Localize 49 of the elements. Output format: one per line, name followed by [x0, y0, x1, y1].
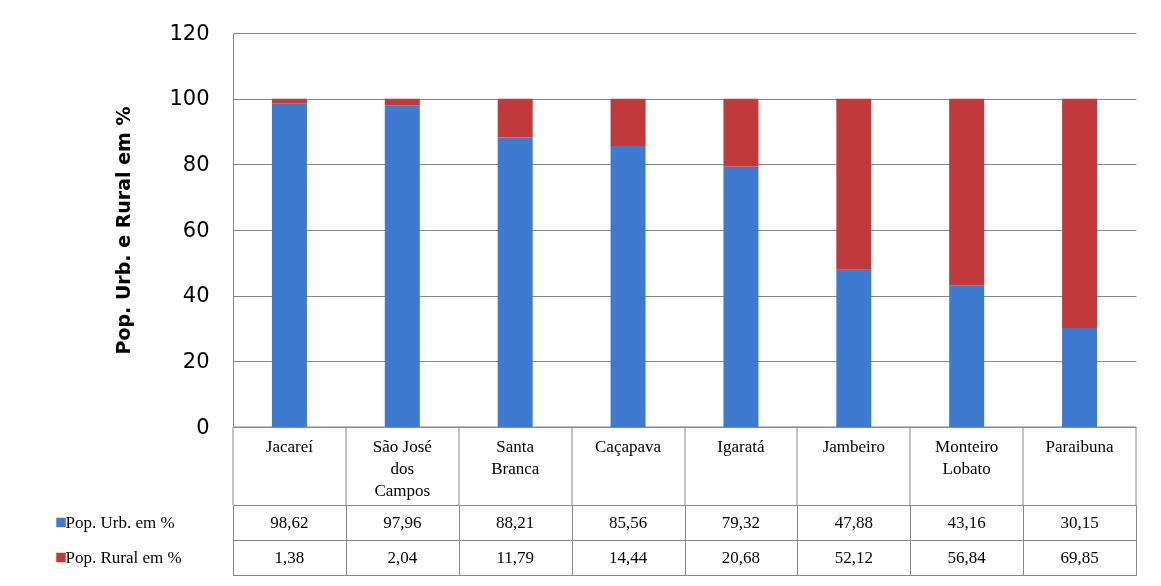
- y-tick-label: 120: [169, 20, 210, 45]
- y-tick-label: 0: [196, 414, 210, 439]
- x-tick-label: Santa Branca: [491, 437, 540, 478]
- y-tick-label: 60: [182, 217, 210, 242]
- data-label: 14,44: [608, 547, 648, 567]
- y-tick-label: 80: [182, 151, 210, 176]
- x-tick-label: Jambeiro: [822, 437, 885, 456]
- data-label: 98,62: [270, 512, 309, 532]
- data-label: 97,96: [383, 512, 422, 532]
- x-tick-label: Paraibuna: [1045, 437, 1114, 456]
- bar: [949, 285, 985, 427]
- bar: [610, 98, 646, 147]
- x-tick-label: Igaratá: [717, 437, 765, 456]
- data-label: 2,04: [387, 547, 418, 567]
- data-label: 30,15: [1060, 512, 1099, 532]
- data-label: 88,21: [496, 512, 535, 532]
- x-tick-label: Monteiro Lobato: [935, 437, 999, 478]
- data-label: 20,68: [721, 547, 761, 567]
- bar: [949, 98, 985, 286]
- x-tick-label: Jacareí: [265, 437, 314, 456]
- bar: [1062, 328, 1098, 427]
- bar: [836, 269, 872, 427]
- data-label: 1,38: [274, 547, 305, 567]
- bar: [271, 103, 307, 427]
- x-tick-label: São José dos Campos: [372, 437, 432, 500]
- bar: [723, 98, 759, 167]
- y-tick-label: 40: [182, 283, 210, 308]
- data-label: 56,84: [947, 547, 987, 567]
- bar: [384, 98, 420, 106]
- bar: [497, 98, 533, 138]
- y-tick-label: 100: [169, 86, 210, 111]
- data-label: 43,16: [947, 512, 986, 532]
- y-axis-title: Pop. Urb. e Rural em %: [112, 106, 135, 355]
- data-label: 85,56: [608, 512, 648, 532]
- data-label: 11,79: [496, 547, 534, 567]
- data-label: 69,85: [1060, 547, 1099, 567]
- data-label: 52,12: [834, 547, 873, 567]
- bar: [836, 98, 872, 270]
- bar: [723, 166, 759, 427]
- bar: [1062, 98, 1098, 329]
- data-label: 47,88: [834, 512, 873, 532]
- bar: [610, 146, 646, 427]
- data-label: 79,32: [721, 512, 761, 532]
- legend-label: Pop. Urb. em %: [65, 513, 175, 532]
- legend-label: Pop. Rural em %: [65, 548, 182, 567]
- y-tick-label: 20: [182, 348, 210, 373]
- bar: [497, 137, 533, 427]
- x-tick-label: Caçapava: [595, 437, 662, 456]
- bar: [384, 105, 420, 427]
